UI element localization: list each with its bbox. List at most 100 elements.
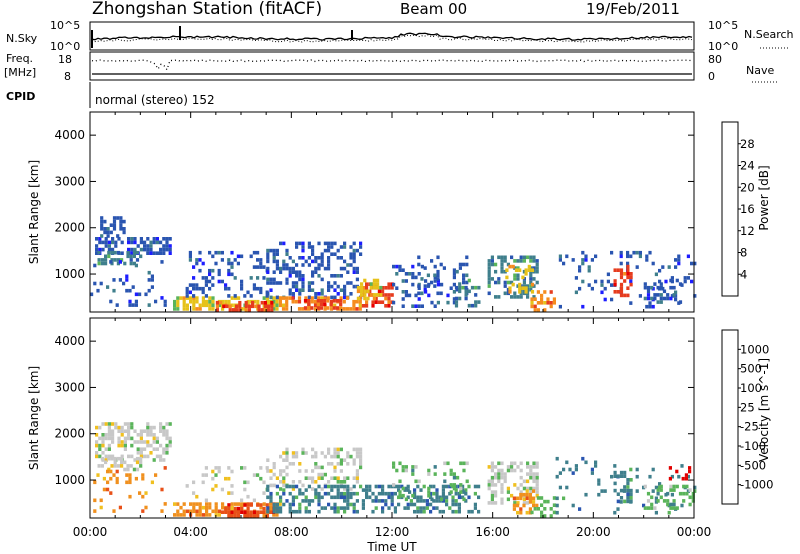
scatter-cell — [295, 484, 299, 489]
scatter-cell — [384, 296, 388, 301]
scatter-cell — [240, 254, 244, 259]
freq-strip-frame — [89, 51, 695, 81]
scatter-cell — [461, 488, 465, 492]
scatter-cell — [159, 251, 163, 255]
scatter-cell — [623, 474, 627, 478]
scatter-cell — [532, 266, 536, 270]
scatter-cell — [162, 247, 166, 252]
scatter-cell — [101, 440, 105, 444]
scatter-cell — [227, 299, 231, 304]
scatter-cell — [165, 447, 169, 451]
scatter-cell — [262, 502, 266, 506]
scatter-cell — [317, 499, 321, 503]
scatter-cell — [146, 251, 150, 255]
scatter-cell — [490, 497, 494, 502]
scatter-cell — [291, 499, 295, 503]
scatter-cell — [179, 296, 183, 300]
scatter-cell — [246, 510, 250, 514]
scatter-cell — [430, 280, 434, 285]
scatter-cell — [516, 503, 520, 508]
scatter-cell — [336, 248, 340, 253]
scatter-cell — [359, 462, 363, 466]
scatter-cell — [107, 250, 111, 255]
scatter-cell — [477, 484, 481, 489]
scatter-cell — [323, 266, 327, 271]
scatter-cell — [529, 472, 533, 476]
scatter-cell — [432, 484, 436, 489]
scatter-cell — [464, 293, 468, 297]
scatter-cell — [112, 216, 117, 220]
scatter-cell — [138, 292, 142, 297]
scatter-cell — [201, 290, 205, 295]
scatter-cell — [497, 461, 501, 466]
scatter-cell — [227, 514, 231, 518]
scatter-cell — [279, 472, 283, 477]
scatter-cell — [458, 282, 462, 286]
scatter-cell — [691, 491, 695, 496]
scatter-cell — [304, 499, 308, 503]
scatter-cell — [327, 484, 331, 489]
scatter-cell — [686, 276, 690, 280]
scatter-cell — [401, 465, 405, 469]
scatter-cell — [116, 250, 120, 255]
scatter-cell — [371, 300, 375, 304]
scatter-cell — [356, 285, 360, 290]
scatter-cell — [176, 509, 180, 514]
scatter-cell — [98, 247, 102, 252]
scatter-cell — [457, 502, 461, 507]
scatter-cell — [272, 259, 276, 264]
scatter-cell — [368, 484, 372, 489]
scatter-cell — [211, 476, 215, 481]
scatter-cell — [500, 255, 504, 260]
scatter-cell — [500, 472, 504, 476]
scatter-cell — [459, 490, 463, 494]
scatter-cell — [130, 237, 134, 241]
scatter-cell — [254, 304, 258, 309]
scatter-cell — [291, 296, 295, 300]
scatter-cell — [285, 465, 289, 470]
scatter-cell — [355, 307, 359, 311]
scatter-cell — [240, 506, 244, 511]
colorbar-frame — [721, 329, 739, 505]
scatter-cell — [643, 484, 647, 489]
scatter-cell — [269, 502, 273, 506]
scatter-cell — [266, 506, 270, 510]
scatter-cell — [270, 300, 274, 305]
scatter-cell — [98, 443, 102, 448]
scatter-cell — [297, 296, 302, 300]
scatter-cell — [670, 492, 674, 497]
scatter-cell — [282, 488, 286, 492]
scatter-cell — [168, 443, 172, 448]
scatter-cell — [330, 462, 334, 466]
scatter-cell — [275, 502, 279, 507]
scatter-cell — [685, 491, 689, 496]
scatter-cell — [436, 279, 440, 283]
scatter-cell — [626, 286, 630, 290]
scatter-cell — [269, 483, 273, 488]
scatter-cell — [414, 465, 418, 469]
scatter-cell — [374, 300, 378, 304]
scatter-cell — [291, 484, 295, 489]
scatter-cell — [214, 261, 218, 266]
scatter-cell — [301, 281, 305, 285]
scatter-cell — [626, 268, 630, 272]
scatter-cell — [285, 484, 289, 489]
scatter-cell — [176, 299, 180, 304]
colorbar-tick-label: 100 — [740, 381, 762, 395]
scatter-cell — [252, 283, 256, 287]
scatter-cell — [109, 260, 113, 264]
scatter-cell — [459, 483, 463, 487]
scatter-cell — [243, 514, 247, 518]
scatter-cell — [562, 467, 566, 472]
scatter-cell — [298, 469, 302, 473]
scatter-cell — [104, 237, 108, 241]
scatter-cell — [500, 461, 504, 466]
scatter-cell — [259, 290, 263, 295]
scatter-cell — [149, 433, 153, 437]
scatter-cell — [503, 269, 507, 274]
y-tick-label: 2000 — [54, 221, 85, 235]
scatter-cell — [425, 502, 429, 507]
scatter-cell — [211, 283, 215, 287]
scatter-cell — [246, 480, 250, 485]
scatter-cell — [257, 308, 261, 312]
